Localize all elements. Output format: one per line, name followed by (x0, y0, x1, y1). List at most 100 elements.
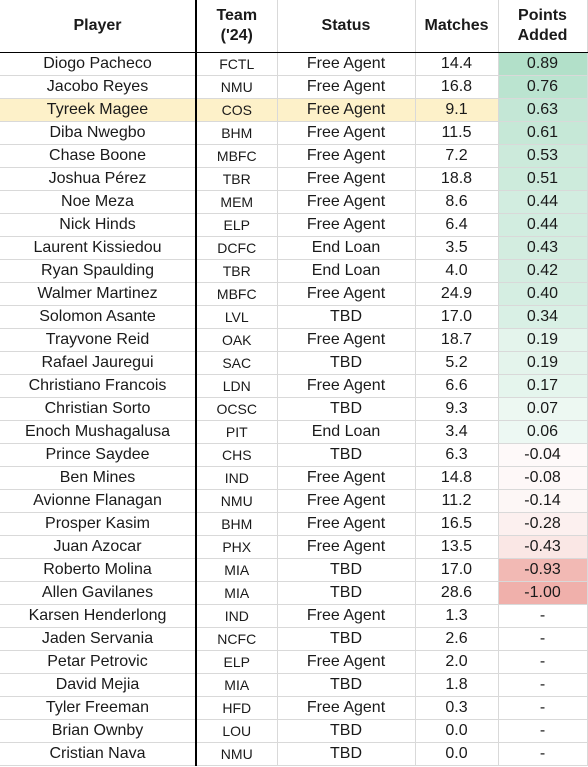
player-cell: David Mejia (0, 673, 197, 697)
points-added-cell: - (498, 719, 588, 743)
header-player[interactable]: Player (0, 0, 197, 53)
player-cell: Avionne Flanagan (0, 489, 197, 513)
team-cell: MBFC (196, 144, 278, 168)
team-cell: OAK (196, 328, 278, 352)
team-cell: PIT (196, 420, 278, 444)
matches-cell: 11.2 (415, 489, 499, 513)
table-row: Christiano Francois LDN Free Agent 6.6 0.17 (0, 374, 588, 398)
player-cell: Solomon Asante (0, 305, 197, 329)
points-added-cell: 0.43 (498, 236, 588, 260)
team-cell: DCFC (196, 236, 278, 260)
status-cell: Free Agent (277, 98, 416, 122)
status-cell: Free Agent (277, 121, 416, 145)
player-cell: Prosper Kasim (0, 512, 197, 536)
status-cell: End Loan (277, 236, 416, 260)
points-added-cell: - (498, 650, 588, 674)
matches-cell: 2.6 (415, 627, 499, 651)
matches-cell: 6.3 (415, 443, 499, 467)
team-cell: MIA (196, 581, 278, 605)
team-cell: SAC (196, 351, 278, 375)
points-added-cell: -0.14 (498, 489, 588, 513)
player-cell: Joshua Pérez (0, 167, 197, 191)
team-cell: MEM (196, 190, 278, 214)
team-cell: COS (196, 98, 278, 122)
status-cell: End Loan (277, 259, 416, 283)
status-cell: Free Agent (277, 489, 416, 513)
matches-cell: 9.3 (415, 397, 499, 421)
points-added-cell: -0.43 (498, 535, 588, 559)
points-added-cell: 0.44 (498, 190, 588, 214)
table-row: Juan Azocar PHX Free Agent 13.5 -0.43 (0, 535, 588, 559)
status-cell: TBD (277, 558, 416, 582)
header-points-added[interactable]: Points Added (498, 0, 588, 53)
table-row: Prosper Kasim BHM Free Agent 16.5 -0.28 (0, 512, 588, 536)
table-row: Joshua Pérez TBR Free Agent 18.8 0.51 (0, 167, 588, 191)
team-cell: BHM (196, 512, 278, 536)
player-cell: Diba Nwegbo (0, 121, 197, 145)
points-added-cell: - (498, 604, 588, 628)
status-cell: Free Agent (277, 466, 416, 490)
header-team[interactable]: Team ('24) (196, 0, 278, 53)
header-matches[interactable]: Matches (415, 0, 499, 53)
header-player-label: Player (73, 17, 122, 34)
matches-cell: 16.5 (415, 512, 499, 536)
table-row: Avionne Flanagan NMU Free Agent 11.2 -0.14 (0, 489, 588, 513)
table-row: Petar Petrovic ELP Free Agent 2.0- (0, 650, 588, 674)
header-status[interactable]: Status (277, 0, 416, 53)
matches-cell: 17.0 (415, 558, 499, 582)
team-cell: BHM (196, 121, 278, 145)
status-cell: TBD (277, 305, 416, 329)
player-cell: Enoch Mushagalusa (0, 420, 197, 444)
points-added-cell: 0.51 (498, 167, 588, 191)
player-cell: Laurent Kissiedou (0, 236, 197, 260)
team-cell: FCTL (196, 52, 278, 76)
matches-cell: 0.3 (415, 696, 499, 720)
table-row: Jaden Servania NCFC TBD 2.6- (0, 627, 588, 651)
table-row: Chase Boone MBFC Free Agent 7.2 0.53 (0, 144, 588, 168)
table-row: Ben Mines IND Free Agent 14.8 -0.08 (0, 466, 588, 490)
team-cell: ELP (196, 213, 278, 237)
matches-cell: 3.4 (415, 420, 499, 444)
table-row: Ryan Spaulding TBR End Loan 4.0 0.42 (0, 259, 588, 283)
status-cell: End Loan (277, 420, 416, 444)
status-cell: TBD (277, 742, 416, 766)
matches-cell: 1.3 (415, 604, 499, 628)
player-cell: Petar Petrovic (0, 650, 197, 674)
matches-cell: 9.1 (415, 98, 499, 122)
status-cell: Free Agent (277, 75, 416, 99)
player-cell: Tyler Freeman (0, 696, 197, 720)
matches-cell: 4.0 (415, 259, 499, 283)
team-cell: NMU (196, 742, 278, 766)
player-cell: Chase Boone (0, 144, 197, 168)
team-cell: NMU (196, 75, 278, 99)
matches-cell: 14.4 (415, 52, 499, 76)
points-added-cell: 0.44 (498, 213, 588, 237)
player-cell: Jaden Servania (0, 627, 197, 651)
matches-cell: 16.8 (415, 75, 499, 99)
status-cell: TBD (277, 627, 416, 651)
team-cell: MIA (196, 673, 278, 697)
status-cell: Free Agent (277, 144, 416, 168)
matches-cell: 18.7 (415, 328, 499, 352)
table-row: Brian Ownby LOU TBD 0.0- (0, 719, 588, 743)
header-team-line1: Team (216, 7, 258, 24)
header-team-line2: ('24) (220, 27, 253, 44)
table-row: Diba Nwegbo BHM Free Agent 11.5 0.61 (0, 121, 588, 145)
matches-cell: 11.5 (415, 121, 499, 145)
points-added-cell: - (498, 673, 588, 697)
status-cell: TBD (277, 673, 416, 697)
player-cell: Juan Azocar (0, 535, 197, 559)
matches-cell: 7.2 (415, 144, 499, 168)
team-cell: NMU (196, 489, 278, 513)
points-added-cell: 0.34 (498, 305, 588, 329)
points-added-cell: - (498, 742, 588, 766)
table-row: Tyler Freeman HFD Free Agent 0.3- (0, 696, 588, 720)
status-cell: Free Agent (277, 604, 416, 628)
player-cell: Jacobo Reyes (0, 75, 197, 99)
team-cell: TBR (196, 167, 278, 191)
matches-cell: 24.9 (415, 282, 499, 306)
header-matches-label: Matches (424, 17, 489, 34)
status-cell: Free Agent (277, 190, 416, 214)
team-cell: CHS (196, 443, 278, 467)
